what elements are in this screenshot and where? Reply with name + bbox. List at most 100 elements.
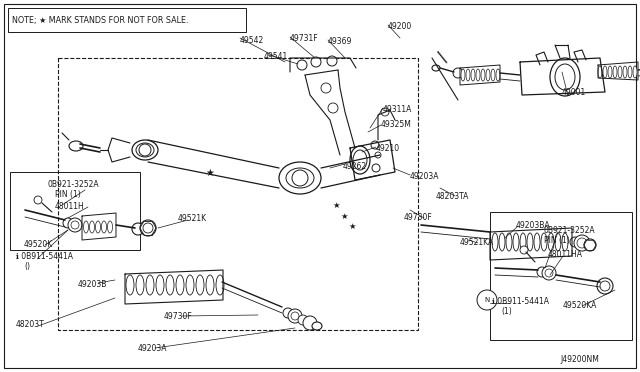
Ellipse shape — [83, 221, 88, 233]
Ellipse shape — [126, 275, 134, 295]
Text: 49521K: 49521K — [178, 214, 207, 223]
Circle shape — [139, 144, 151, 156]
Text: 49210: 49210 — [376, 144, 400, 153]
Text: ℹ 0B911-5441A: ℹ 0B911-5441A — [492, 297, 549, 306]
Text: 49520KA: 49520KA — [563, 301, 597, 310]
Text: 49520K: 49520K — [24, 240, 53, 249]
Bar — [8, 8, 246, 32]
Ellipse shape — [496, 69, 500, 81]
Circle shape — [292, 170, 308, 186]
Ellipse shape — [350, 146, 370, 174]
Ellipse shape — [136, 143, 154, 157]
Ellipse shape — [520, 233, 526, 251]
Circle shape — [34, 196, 42, 204]
Circle shape — [68, 218, 82, 232]
Ellipse shape — [136, 275, 144, 295]
Ellipse shape — [603, 66, 607, 78]
Circle shape — [321, 83, 331, 93]
Text: 48011H: 48011H — [55, 202, 84, 211]
Ellipse shape — [486, 69, 490, 81]
Text: 48011HA: 48011HA — [548, 250, 583, 259]
Circle shape — [520, 246, 528, 254]
Circle shape — [477, 290, 497, 310]
Circle shape — [288, 309, 302, 323]
Ellipse shape — [156, 275, 164, 295]
Text: N: N — [484, 297, 490, 303]
Text: (): () — [24, 262, 30, 271]
Text: 49730F: 49730F — [164, 312, 193, 321]
Text: (1): (1) — [501, 307, 512, 316]
Ellipse shape — [476, 69, 480, 81]
Ellipse shape — [108, 221, 113, 233]
Ellipse shape — [466, 69, 470, 81]
Ellipse shape — [548, 233, 554, 251]
Text: ★: ★ — [332, 201, 340, 209]
Ellipse shape — [146, 275, 154, 295]
Circle shape — [372, 164, 380, 172]
Ellipse shape — [628, 66, 632, 78]
Circle shape — [71, 221, 79, 229]
Ellipse shape — [506, 233, 512, 251]
Ellipse shape — [186, 275, 194, 295]
Circle shape — [375, 152, 381, 158]
Text: PIN (1): PIN (1) — [55, 190, 81, 199]
Ellipse shape — [353, 150, 367, 170]
Circle shape — [479, 292, 495, 308]
Ellipse shape — [206, 275, 214, 295]
Ellipse shape — [491, 69, 495, 81]
Circle shape — [63, 218, 73, 228]
Text: 49730F: 49730F — [404, 213, 433, 222]
Circle shape — [311, 57, 321, 67]
Ellipse shape — [69, 141, 83, 151]
Ellipse shape — [102, 221, 106, 233]
Circle shape — [577, 238, 587, 248]
Text: 49542: 49542 — [240, 36, 264, 45]
Text: J49200NM: J49200NM — [560, 355, 599, 364]
Circle shape — [298, 315, 308, 325]
Ellipse shape — [499, 233, 505, 251]
Ellipse shape — [196, 275, 204, 295]
Text: ★: ★ — [205, 168, 214, 178]
Ellipse shape — [132, 140, 158, 160]
Ellipse shape — [286, 168, 314, 188]
Circle shape — [132, 223, 144, 235]
Text: 49203A: 49203A — [410, 172, 440, 181]
Ellipse shape — [279, 162, 321, 194]
Ellipse shape — [312, 322, 322, 330]
Circle shape — [570, 237, 580, 247]
Circle shape — [545, 269, 553, 277]
Ellipse shape — [527, 233, 533, 251]
Text: 49541: 49541 — [264, 52, 288, 61]
Text: NOTE; ★ MARK STANDS FOR NOT FOR SALE.: NOTE; ★ MARK STANDS FOR NOT FOR SALE. — [12, 16, 189, 25]
Ellipse shape — [623, 66, 627, 78]
Ellipse shape — [95, 221, 100, 233]
Ellipse shape — [534, 233, 540, 251]
Circle shape — [482, 295, 492, 305]
Text: 48203TA: 48203TA — [436, 192, 469, 201]
Circle shape — [584, 239, 596, 251]
Ellipse shape — [598, 66, 602, 78]
Ellipse shape — [481, 69, 485, 81]
Circle shape — [283, 308, 293, 318]
Text: 49311A: 49311A — [383, 105, 412, 114]
Circle shape — [291, 312, 299, 320]
Ellipse shape — [555, 64, 575, 90]
Text: 0B921-3252A: 0B921-3252A — [544, 226, 596, 235]
Text: 49203BA: 49203BA — [516, 221, 550, 230]
Ellipse shape — [613, 66, 617, 78]
Ellipse shape — [90, 221, 95, 233]
Text: ★: ★ — [340, 212, 348, 221]
Text: 49521KA: 49521KA — [460, 238, 494, 247]
Text: PIN (1): PIN (1) — [544, 236, 570, 245]
Bar — [10, 172, 140, 250]
Ellipse shape — [176, 275, 184, 295]
Circle shape — [328, 103, 338, 113]
Text: 49200: 49200 — [388, 22, 412, 31]
Circle shape — [453, 68, 463, 78]
Ellipse shape — [541, 233, 547, 251]
Circle shape — [597, 278, 613, 294]
Circle shape — [327, 56, 337, 66]
Text: 49262: 49262 — [343, 162, 367, 171]
Circle shape — [574, 235, 590, 251]
Text: ★: ★ — [348, 221, 356, 231]
